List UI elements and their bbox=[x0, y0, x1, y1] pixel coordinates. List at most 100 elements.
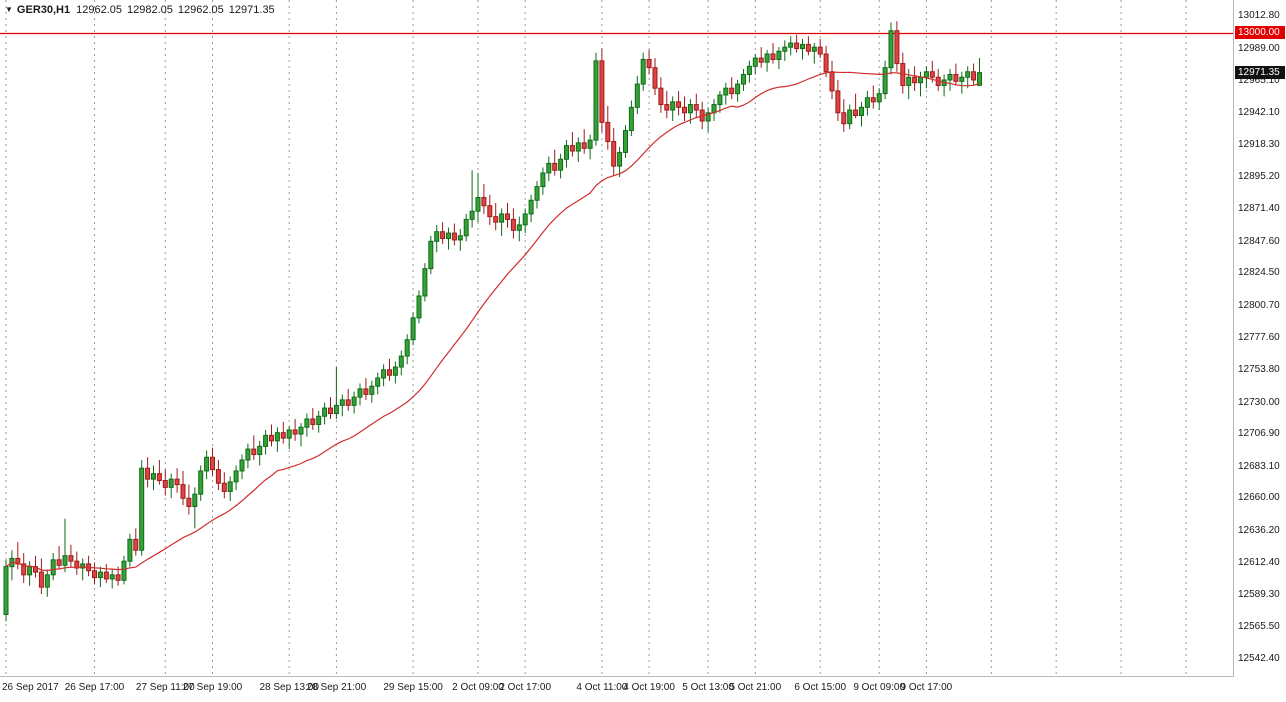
candle-body bbox=[333, 404, 339, 415]
candle-body bbox=[687, 104, 693, 114]
candle-body bbox=[658, 87, 664, 106]
candle-body bbox=[428, 240, 434, 270]
candle-body bbox=[534, 186, 540, 201]
candle-body bbox=[640, 58, 646, 85]
time-axis-label: 6 Oct 15:00 bbox=[794, 682, 847, 693]
candle-body bbox=[971, 71, 977, 81]
candle-body bbox=[198, 470, 204, 495]
candle-body bbox=[493, 216, 499, 223]
candle-body bbox=[434, 231, 440, 242]
candle-body bbox=[292, 429, 298, 435]
candle-body bbox=[145, 467, 151, 480]
candle-body bbox=[611, 140, 617, 167]
candle-body bbox=[929, 71, 935, 78]
candle-body bbox=[829, 71, 835, 92]
candle-body bbox=[121, 560, 127, 581]
candle-body bbox=[487, 205, 493, 218]
candle-body bbox=[168, 478, 174, 488]
candle-body bbox=[298, 426, 304, 435]
candle-body bbox=[516, 224, 522, 231]
candle-body bbox=[510, 218, 516, 231]
candle-body bbox=[74, 560, 80, 569]
price-axis-label: 13012.80 bbox=[1238, 9, 1280, 21]
time-axis-label: 2 Oct 09:00 bbox=[452, 682, 504, 693]
candle-body bbox=[174, 478, 180, 486]
candle-body bbox=[505, 213, 510, 220]
candle-body bbox=[977, 72, 982, 86]
candle-body bbox=[210, 456, 215, 471]
price-axis-label: 12636.20 bbox=[1238, 524, 1280, 536]
candle-body bbox=[599, 60, 605, 123]
candle-body bbox=[764, 53, 770, 63]
candle-body bbox=[717, 94, 723, 106]
candle-body bbox=[422, 268, 428, 297]
candle-body bbox=[776, 50, 782, 60]
candle-body bbox=[481, 197, 487, 207]
candlestick-chart[interactable] bbox=[0, 0, 1233, 676]
candle-body bbox=[729, 87, 735, 95]
candle-body bbox=[758, 57, 764, 63]
candle-body bbox=[133, 538, 139, 551]
price-axis-label: 12612.40 bbox=[1238, 557, 1280, 569]
candle-body bbox=[947, 74, 953, 81]
time-axis-label: 26 Sep 17:00 bbox=[64, 682, 125, 693]
time-axis-label: 5 Oct 21:00 bbox=[729, 682, 782, 693]
ohlc-high-value: 12982.05 bbox=[127, 4, 173, 16]
candle-body bbox=[817, 46, 823, 55]
candle-body bbox=[552, 162, 558, 171]
candle-body bbox=[912, 76, 918, 84]
candle-body bbox=[15, 557, 21, 565]
candle-body bbox=[446, 232, 451, 240]
candle-body bbox=[310, 418, 316, 425]
candle-body bbox=[156, 473, 162, 482]
candle-body bbox=[693, 104, 699, 111]
candle-body bbox=[139, 467, 145, 551]
symbol-dropdown-icon[interactable]: ▼ bbox=[5, 5, 13, 14]
candle-body bbox=[27, 566, 33, 576]
candle-body bbox=[628, 106, 634, 132]
candle-body bbox=[322, 407, 328, 417]
candle-body bbox=[953, 74, 959, 82]
time-axis-label: 27 Sep 11:00 bbox=[135, 682, 195, 693]
candle-body bbox=[888, 30, 894, 69]
chart-plot-area[interactable]: ▼ GER30,H1 12962.05 12982.05 12962.05 12971.3… bbox=[0, 0, 1234, 677]
price-axis-label: 12989.00 bbox=[1238, 42, 1280, 54]
candle-body bbox=[705, 112, 711, 122]
candle-body bbox=[906, 76, 912, 86]
candle-body bbox=[440, 231, 446, 240]
time-axis-label: 26 Sep 2017 bbox=[2, 682, 59, 693]
candle-body bbox=[569, 145, 575, 152]
candle-body bbox=[369, 385, 375, 395]
candle-body bbox=[233, 470, 239, 483]
price-axis-label: 12918.30 bbox=[1238, 139, 1280, 151]
candle-body bbox=[44, 574, 50, 588]
price-axis: 13012.80 12989.00 12965.10 12942.10 12918.30… bbox=[1235, 0, 1286, 676]
time-axis-label: 9 Oct 09:00 bbox=[853, 682, 906, 693]
price-axis-label: 12565.50 bbox=[1238, 621, 1280, 633]
candle-body bbox=[564, 145, 569, 160]
time-axis-label: 28 Sep 13:00 bbox=[259, 682, 319, 693]
candle-body bbox=[959, 76, 965, 82]
candle-body bbox=[811, 46, 817, 52]
candle-body bbox=[38, 571, 44, 588]
candle-body bbox=[876, 93, 882, 103]
ohlc-open-value: 12962.05 bbox=[76, 4, 123, 16]
candle-body bbox=[558, 158, 564, 171]
candle-body bbox=[345, 399, 351, 406]
candle-body bbox=[859, 106, 864, 117]
candle-body bbox=[269, 434, 274, 442]
candle-body bbox=[109, 574, 115, 580]
candle-body bbox=[451, 232, 457, 241]
candle-body bbox=[646, 58, 652, 69]
candle-body bbox=[221, 482, 227, 492]
candle-body bbox=[92, 570, 97, 579]
candle-body bbox=[469, 210, 475, 220]
candle-body bbox=[97, 571, 103, 579]
candle-body bbox=[457, 235, 463, 241]
candle-body bbox=[581, 142, 587, 149]
candle-body bbox=[522, 213, 528, 226]
price-axis-label: 12660.00 bbox=[1238, 492, 1280, 504]
price-axis-label: 12942.10 bbox=[1238, 106, 1280, 118]
time-axis-label: 5 Oct 13:00 bbox=[682, 682, 734, 693]
candle-body bbox=[56, 559, 62, 566]
